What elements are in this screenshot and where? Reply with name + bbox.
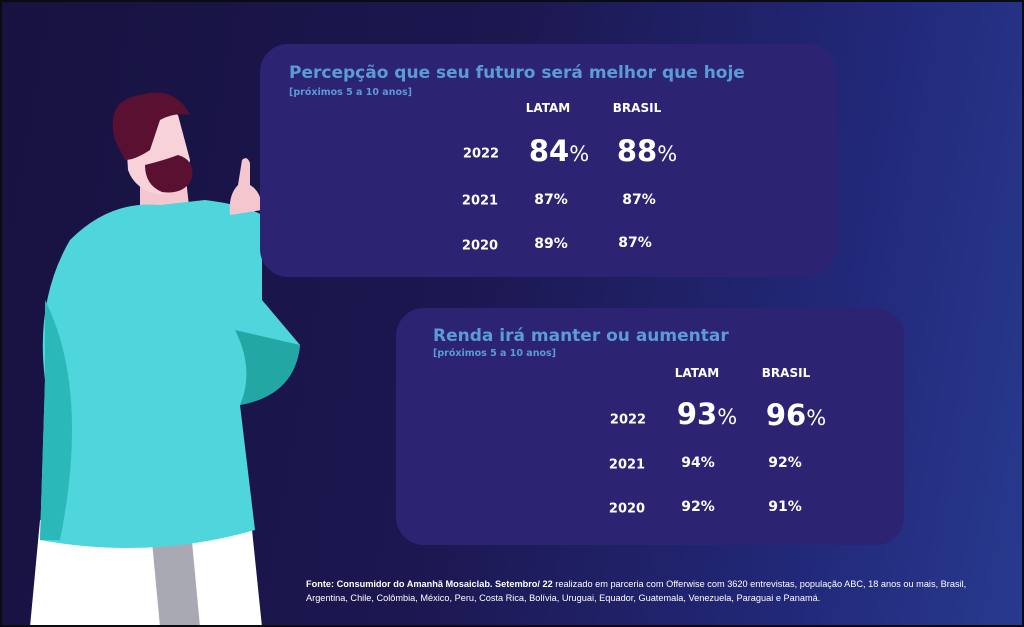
value: 96 [765, 398, 807, 432]
card-income [396, 308, 904, 545]
card2-title: Renda irá manter ou aumentar [433, 326, 729, 346]
row-year: 2022 [462, 146, 500, 162]
thinking-man-illustration [30, 92, 300, 627]
value: 88 [616, 134, 658, 168]
row-year: 2020 [461, 238, 499, 254]
sweater-shadow [40, 300, 72, 540]
col-latam: LATAM [674, 366, 720, 380]
pants-shadow [150, 520, 200, 627]
value-latam-2021: 94% [681, 455, 715, 471]
value-brasil-2020: 91% [768, 499, 802, 515]
row-year: 2020 [608, 501, 646, 517]
percent: % [657, 142, 678, 166]
source-label: Fonte: Consumidor do Amanhã Mosaiclab. S… [306, 579, 553, 589]
col-brasil: BRASIL [761, 366, 811, 380]
row-year: 2021 [608, 457, 646, 473]
card2-subtitle: [próximos 5 a 10 anos] [433, 348, 556, 359]
card1-title: Percepção que seu futuro será melhor que… [289, 63, 745, 83]
sweater-arm-shadow [235, 330, 300, 405]
percent: % [806, 406, 827, 430]
row-year: 2021 [461, 193, 499, 209]
card-future-perception [260, 44, 836, 277]
value-latam-2021: 87% [534, 192, 568, 208]
source-footnote: Fonte: Consumidor do Amanhã Mosaiclab. S… [306, 577, 1006, 605]
value-latam-2020: 89% [534, 236, 568, 252]
hair [112, 92, 190, 160]
value-brasil-2021: 92% [768, 455, 802, 471]
value-brasil-2021: 87% [622, 192, 656, 208]
col-latam: LATAM [525, 101, 571, 115]
card1-subtitle: [próximos 5 a 10 anos] [289, 87, 412, 98]
value-latam-2020: 92% [681, 499, 715, 515]
row-year: 2022 [609, 412, 647, 428]
beard [145, 155, 193, 193]
hand [229, 158, 262, 215]
value: 84 [528, 134, 570, 168]
value: 93 [676, 397, 718, 431]
col-brasil: BRASIL [612, 101, 662, 115]
value-brasil-2022: 96% [766, 398, 826, 432]
percent: % [569, 142, 590, 166]
source-text: realizado em parceria com Offerwise com … [306, 579, 967, 603]
value-latam-2022: 93% [677, 397, 737, 431]
percent: % [717, 405, 738, 429]
sweater [40, 200, 300, 548]
value-latam-2022: 84% [529, 134, 589, 168]
value-brasil-2020: 87% [618, 235, 652, 251]
value-brasil-2022: 88% [617, 134, 677, 168]
